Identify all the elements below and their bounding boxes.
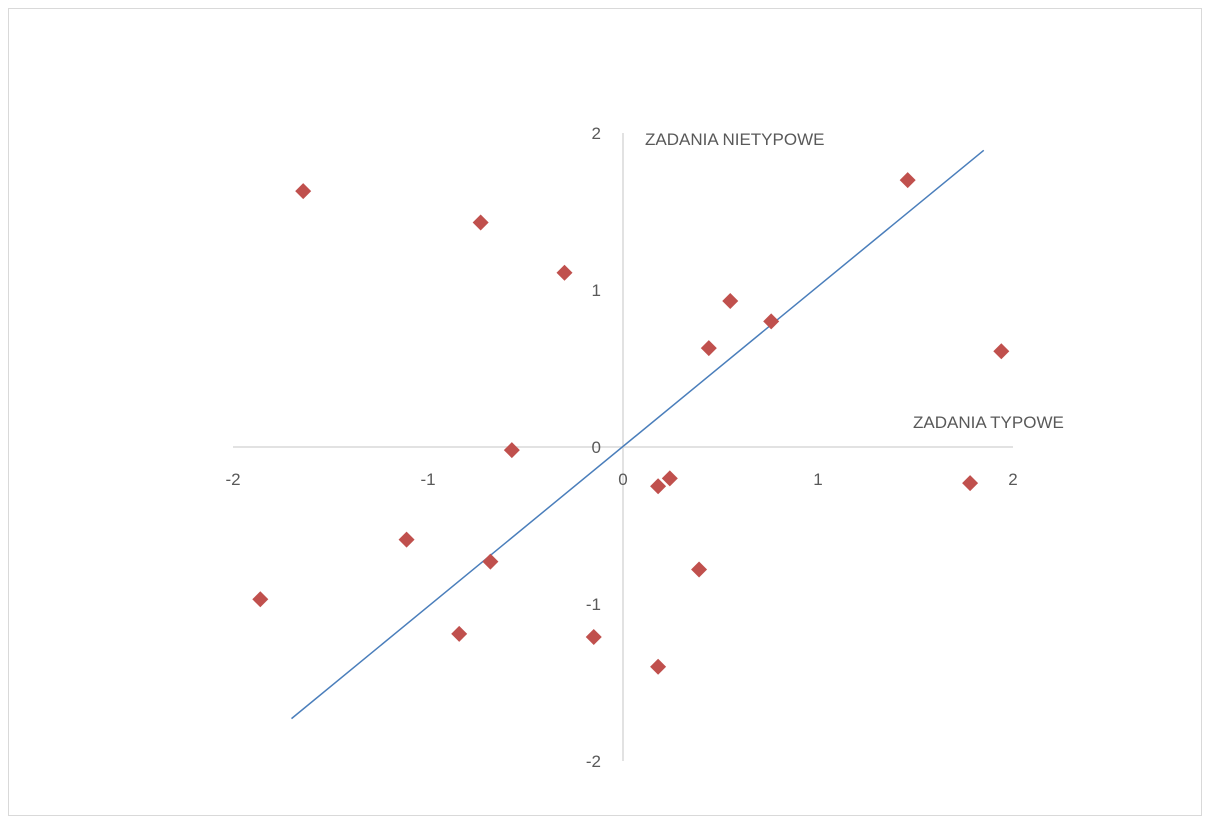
data-point (691, 561, 708, 578)
y-tick-label: -2 (586, 752, 601, 771)
data-point (993, 343, 1010, 360)
data-point (252, 591, 269, 608)
data-point (295, 183, 312, 200)
data-point (763, 313, 780, 330)
x-tick-label: -1 (420, 470, 435, 489)
x-tick-label: -2 (225, 470, 240, 489)
data-point (556, 264, 573, 281)
x-tick-label: 1 (813, 470, 822, 489)
data-point (722, 292, 739, 309)
data-point (472, 214, 489, 231)
data-point (503, 442, 520, 459)
x-tick-label: 2 (1008, 470, 1017, 489)
y-tick-label: -1 (586, 595, 601, 614)
data-points (252, 172, 1010, 675)
data-point (899, 172, 916, 189)
data-point (650, 478, 667, 495)
data-point (650, 658, 667, 675)
y-tick-label: 2 (592, 124, 601, 143)
x-tick-label: 0 (618, 470, 627, 489)
chart-frame (8, 8, 1202, 816)
data-point (451, 625, 468, 642)
y-tick-label: 1 (592, 281, 601, 300)
data-point (962, 475, 979, 492)
y-tick-label: 0 (592, 438, 601, 457)
y-tick-labels: -2 -1 0 1 2 (586, 124, 601, 771)
data-point (398, 531, 415, 548)
data-point (585, 628, 602, 645)
x-tick-labels: -2 -1 0 1 2 (225, 470, 1017, 489)
data-point (482, 553, 499, 570)
data-point (661, 470, 678, 487)
x-axis-title: ZADANIA TYPOWE (913, 413, 1064, 432)
trend-line (291, 149, 985, 720)
data-point (700, 340, 717, 357)
y-axis-title: ZADANIA NIETYPOWE (645, 130, 824, 149)
